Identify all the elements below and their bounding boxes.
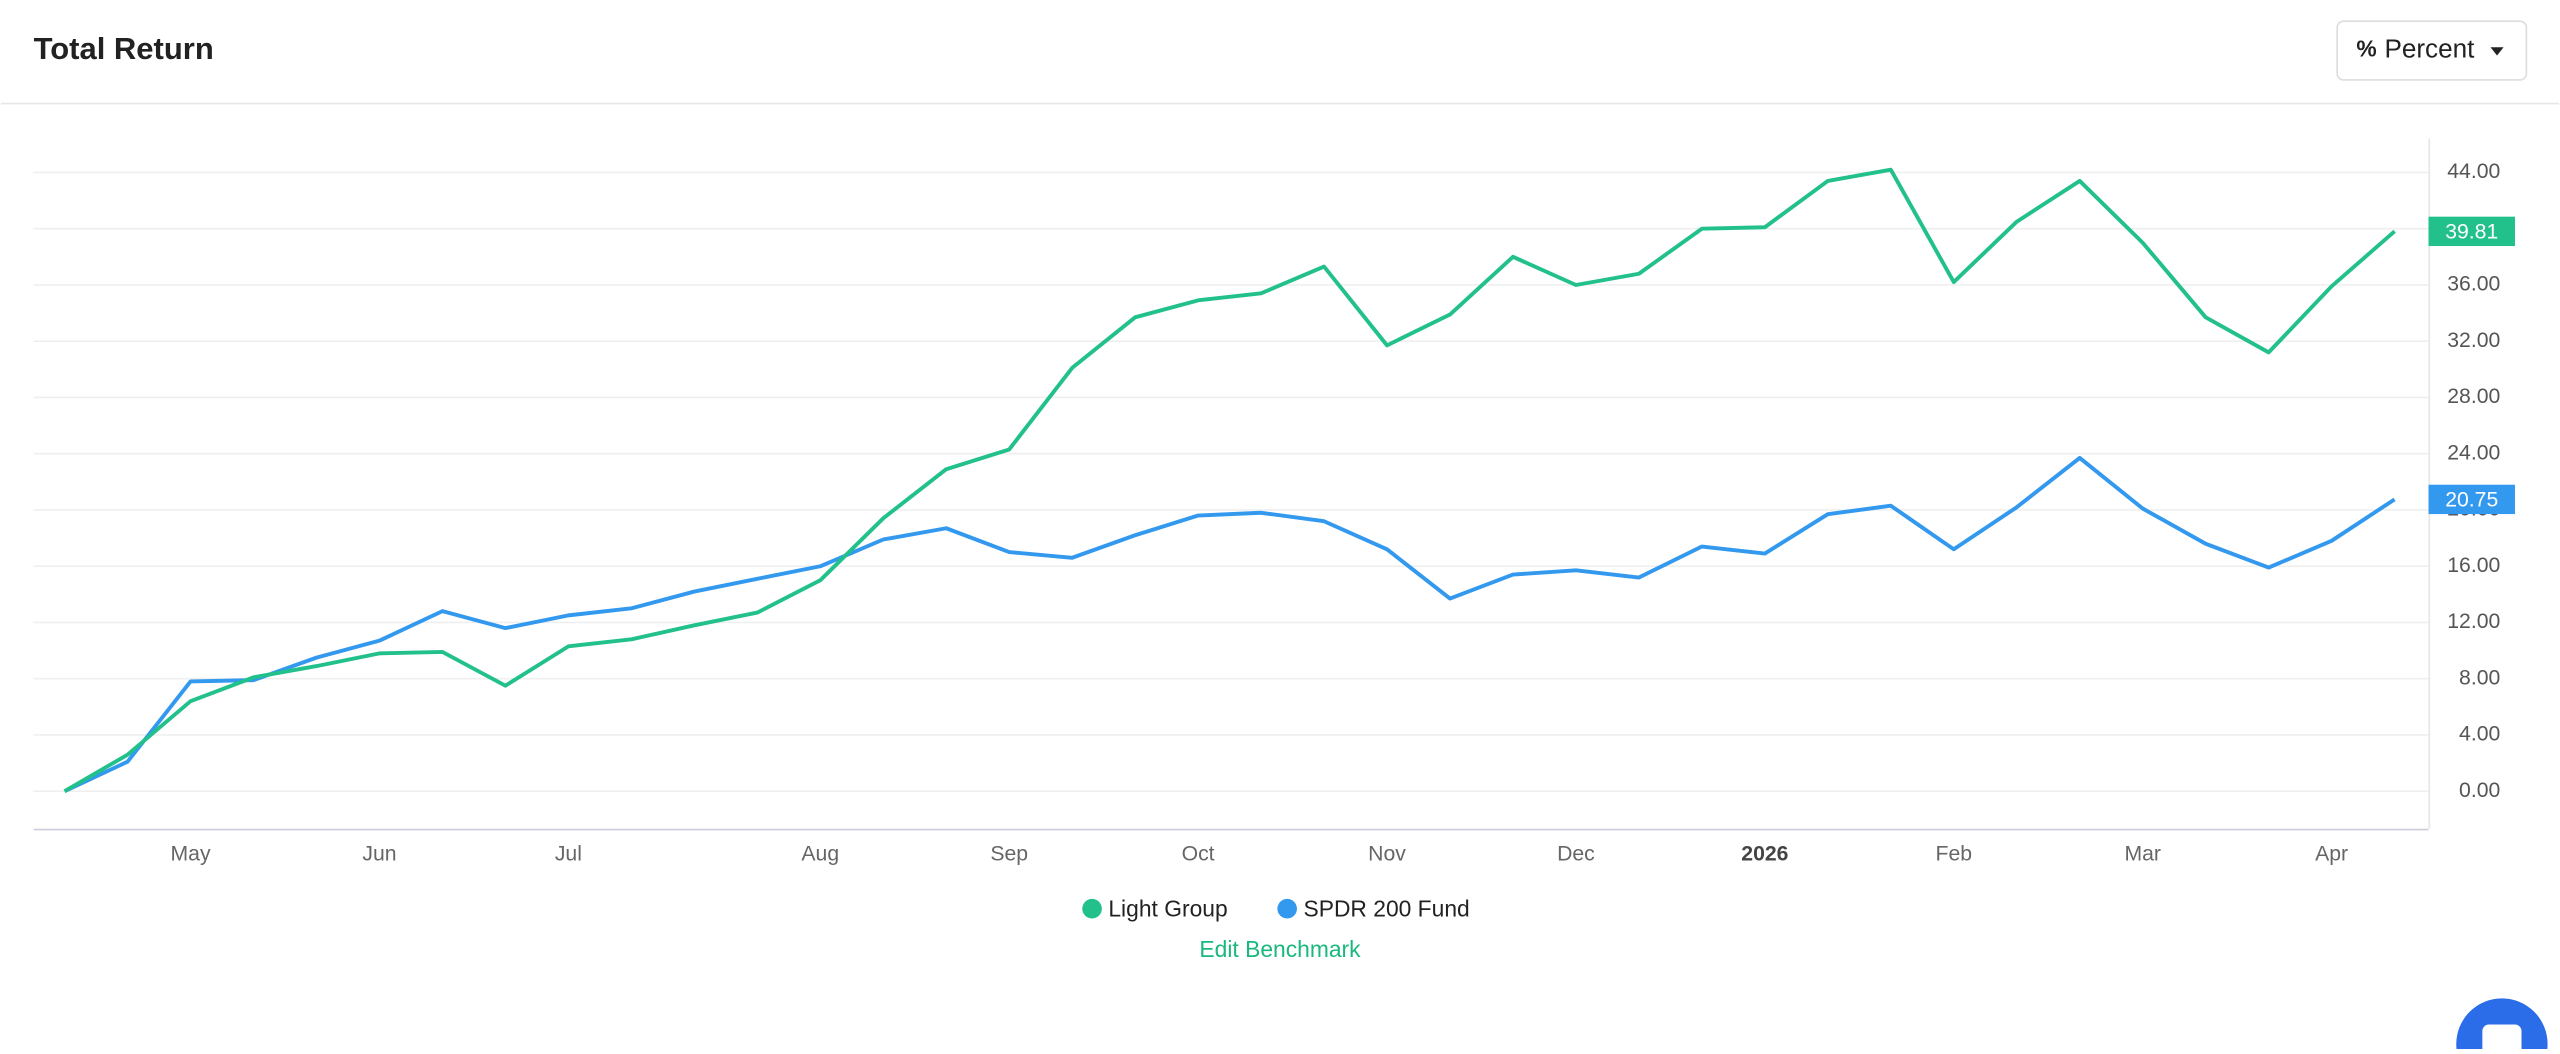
legend-swatch [1082, 898, 1102, 919]
y-tick-label: 16.00 [2447, 554, 2500, 577]
y-tick-label: 28.00 [2447, 385, 2500, 408]
button-label[interactable]: Percent [2384, 33, 2475, 63]
last-value-label: 20.75 [2445, 489, 2498, 512]
button-frame [2336, 20, 2528, 81]
series-line [63, 455, 2396, 794]
y-tick-label: 12.00 [2447, 610, 2500, 633]
x-tick-label: Nov [1368, 842, 1406, 865]
last-value-label: 39.81 [2445, 221, 2498, 244]
last-value-badge [2428, 216, 2515, 247]
legend-swatch [1277, 898, 1297, 919]
x-tick-label: Jul [555, 842, 582, 865]
x-tick-label: Oct [1182, 842, 1215, 865]
x-tick-label: Aug [801, 842, 839, 865]
legend: Light Group SPDR 200 Fund [1082, 895, 1470, 921]
x-tick-label: Sep [990, 842, 1028, 865]
y-tick-label: 8.00 [2459, 666, 2500, 689]
x-tick-label: Apr [2315, 842, 2348, 865]
series-line [63, 167, 2396, 793]
edit-benchmark-link[interactable]: Edit Benchmark [1199, 936, 1361, 962]
x-tick-label: Feb [1936, 842, 1973, 865]
y-tick-label: 4.00 [2459, 723, 2500, 746]
y-tick-label: 32.00 [2447, 329, 2500, 352]
unit-button[interactable]: % Percent [2336, 20, 2528, 81]
y-tick-label: 36.00 [2447, 273, 2500, 296]
caret [2490, 47, 2504, 56]
chat-icon [2482, 1024, 2522, 1054]
legend-label: SPDR 200 Fund [1303, 895, 1469, 921]
x-tick-label: May [171, 842, 211, 865]
x-tick-label: Jun [362, 842, 396, 865]
last-value-badge [2428, 484, 2515, 515]
x-tick-label: 2026 [1741, 842, 1788, 865]
y-tick-label: 44.00 [2447, 160, 2500, 183]
x-tick-label: Dec [1557, 842, 1595, 865]
legend-label: Light Group [1108, 895, 1227, 921]
y-tick-label: 0.00 [2459, 779, 2500, 802]
x-tick-label: Mar [2124, 842, 2161, 865]
title: Total Return [34, 31, 214, 66]
y-tick-label: 24.00 [2447, 441, 2500, 464]
percent-icon: % [2356, 36, 2376, 62]
